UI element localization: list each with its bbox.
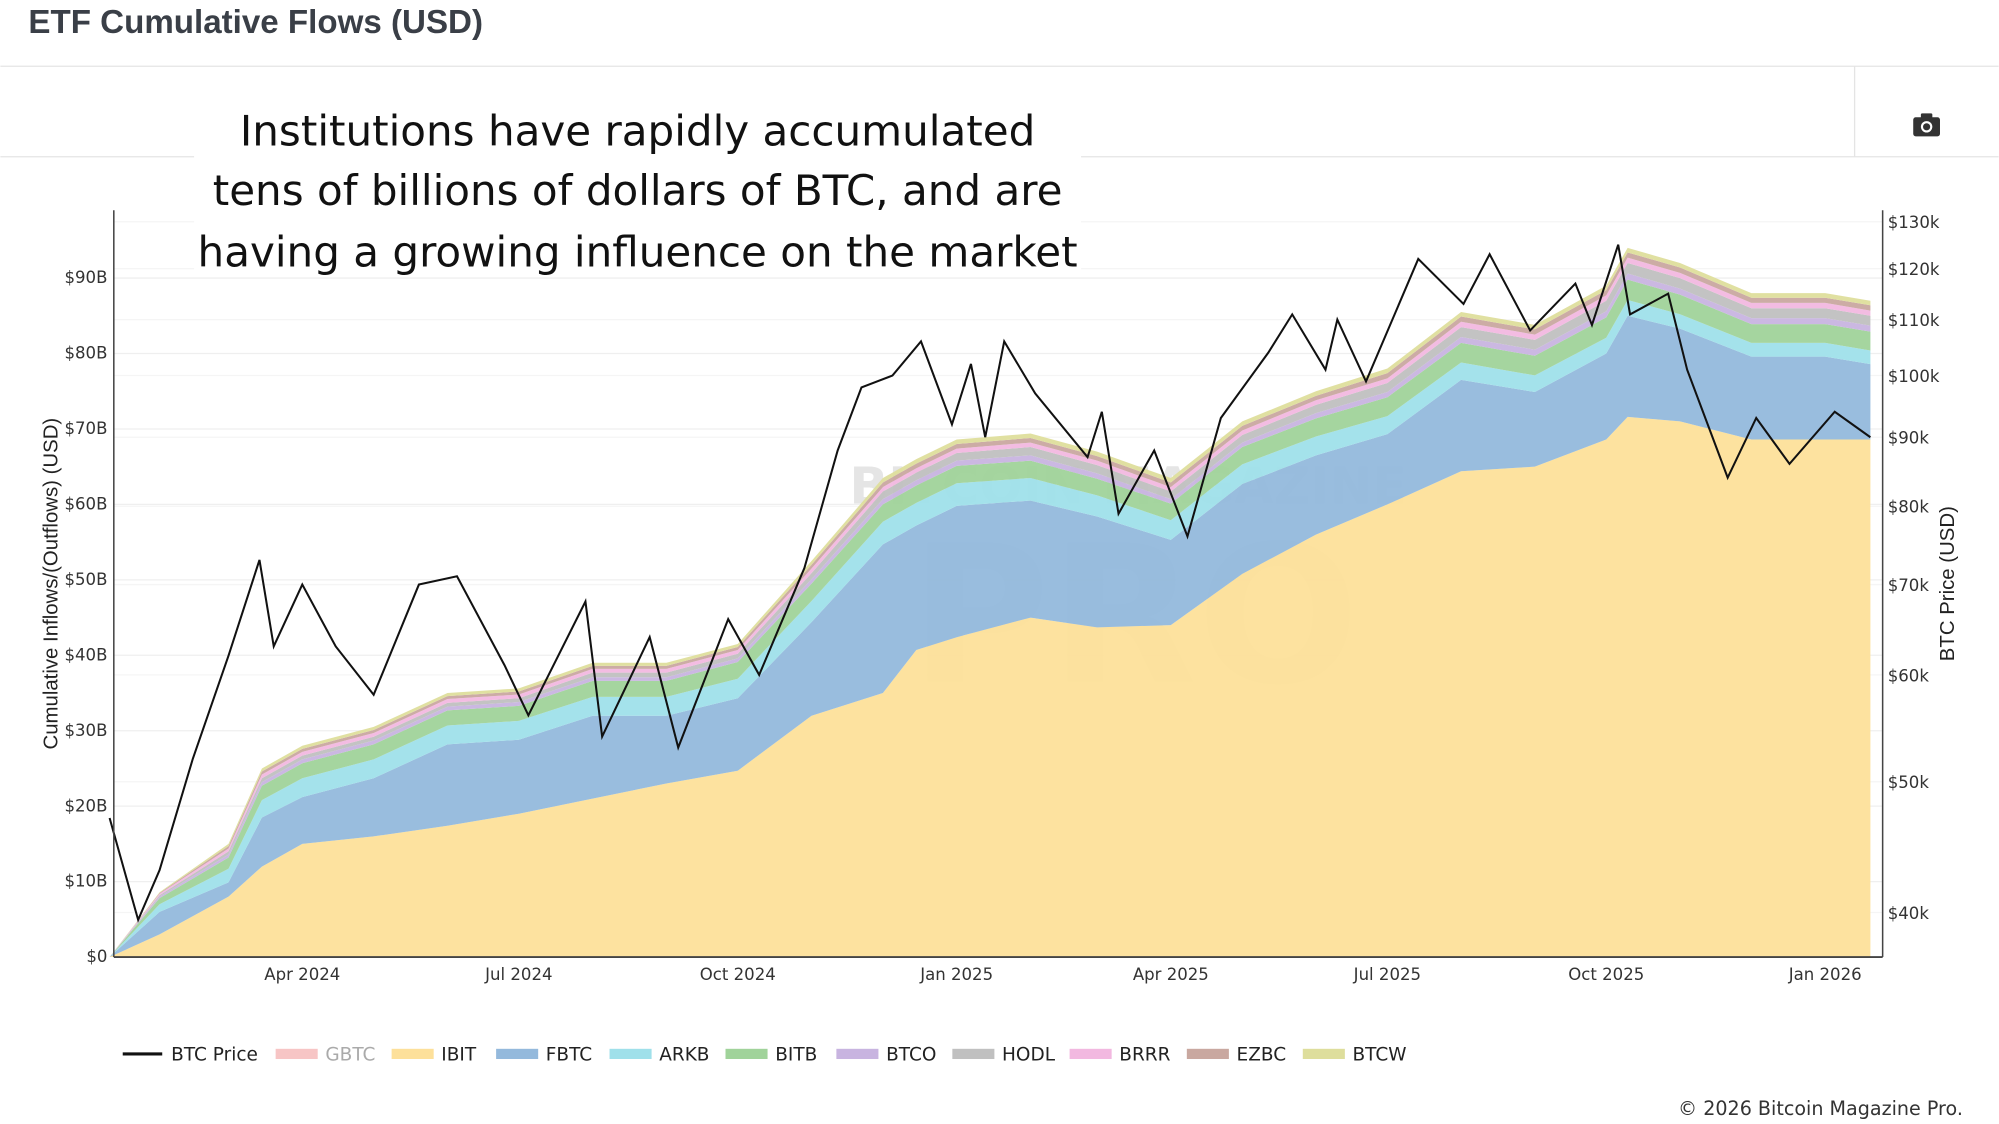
legend-item-brrr[interactable]: BRRR [1069, 1044, 1171, 1065]
annotation-line: tens of billions of dollars of BTC, and … [213, 166, 1063, 215]
copyright: © 2026 Bitcoin Magazine Pro. [1678, 1097, 1963, 1120]
legend-swatch [1069, 1048, 1112, 1060]
y-tick-label: $70B [64, 419, 107, 438]
y-tick-label: $0 [86, 947, 107, 966]
legend-label: FBTC [546, 1044, 592, 1065]
y-tick-label: $10B [64, 872, 107, 891]
legend-item-ibit[interactable]: IBIT [391, 1044, 477, 1065]
x-tick-label: Jul 2024 [484, 965, 552, 984]
y-tick-label: $40B [64, 645, 107, 664]
x-tick-label: Oct 2025 [1568, 965, 1644, 984]
legend-label: ARKB [659, 1044, 709, 1065]
legend-swatch [1302, 1048, 1345, 1060]
x-tick-label: Apr 2025 [1133, 965, 1209, 984]
y-tick-label: $90B [64, 268, 107, 287]
btc-price-line [108, 244, 1872, 923]
y2-tick-label: $120k [1888, 260, 1940, 279]
legend-item-bitb[interactable]: BITB [725, 1044, 818, 1065]
y2-tick-label: $130k [1888, 213, 1940, 232]
legend-item-hodl[interactable]: HODL [952, 1044, 1056, 1065]
y-tick-label: $30B [64, 721, 107, 740]
legend-label: HODL [1002, 1044, 1056, 1065]
legend-item-ezbc[interactable]: EZBC [1186, 1044, 1287, 1065]
y2-tick-label: $60k [1888, 666, 1930, 685]
legend-swatch [836, 1048, 879, 1060]
legend-label: GBTC [325, 1044, 375, 1065]
x-tick-label: Jan 2026 [1788, 965, 1862, 984]
legend-swatch [391, 1048, 434, 1060]
legend-swatch [952, 1048, 995, 1060]
legend-item-btc-price[interactable]: BTC Price [122, 1044, 258, 1065]
legend-label: BITB [775, 1044, 817, 1065]
legend-label: EZBC [1237, 1044, 1287, 1065]
legend-label: IBIT [441, 1044, 477, 1065]
legend-swatch [496, 1048, 539, 1060]
axis-ticks: $0 $10B $20B $30B $40B $50B $60B $70B $80B $90B $4… [64, 213, 1939, 984]
legend-item-gbtc[interactable]: GBTC [275, 1044, 376, 1065]
y2-tick-label: $80k [1888, 498, 1930, 517]
y2-tick-label: $50k [1888, 773, 1930, 792]
y-tick-label: $60B [64, 494, 107, 513]
x-tick-label: Oct 2024 [700, 965, 776, 984]
page-title: ETF Cumulative Flows (USD) [28, 4, 483, 41]
legend-swatch [275, 1048, 318, 1060]
area-fbtc [109, 315, 1871, 958]
camera-icon[interactable] [1913, 113, 1940, 137]
annotation-box: Institutions have rapidly accumulated te… [194, 91, 1082, 277]
y2-axis-title: BTC Price (USD) [1937, 506, 1959, 661]
legend: BTC Price GBTC IBIT FBTC ARKB BITB BTCO HODL BRR… [122, 1044, 1407, 1065]
legend-swatch [1186, 1048, 1229, 1060]
y2-tick-label: $70k [1888, 576, 1930, 595]
legend-item-arkb[interactable]: ARKB [609, 1044, 710, 1065]
legend-label: BTCO [886, 1044, 936, 1065]
legend-label: BTCW [1353, 1044, 1407, 1065]
legend-swatch [609, 1048, 652, 1060]
legend-item-btco[interactable]: BTCO [836, 1044, 936, 1065]
x-tick-label: Apr 2024 [264, 965, 340, 984]
y2-tick-label: $90k [1888, 429, 1930, 448]
legend-label: BRRR [1119, 1044, 1170, 1065]
area-ibit [109, 416, 1871, 958]
y-tick-label: $50B [64, 570, 107, 589]
legend-swatch [725, 1048, 768, 1060]
y-tick-label: $20B [64, 796, 107, 815]
legend-item-btcw[interactable]: BTCW [1302, 1044, 1407, 1065]
legend-item-fbtc[interactable]: FBTC [496, 1044, 592, 1065]
x-tick-label: Jul 2025 [1353, 965, 1421, 984]
y-tick-label: $80B [64, 344, 107, 363]
y2-tick-label: $100k [1888, 367, 1940, 386]
x-tick-label: Jan 2025 [919, 965, 993, 984]
y2-tick-label: $110k [1888, 311, 1940, 330]
legend-label: BTC Price [171, 1044, 258, 1065]
stacked-areas [109, 247, 1871, 958]
annotation-line: Institutions have rapidly accumulated [240, 106, 1035, 155]
annotation-line: having a growing influence on the market [198, 227, 1078, 276]
y-axis-title: Cumulative Inflows/(Outflows) (USD) [41, 418, 63, 750]
y2-tick-label: $40k [1888, 904, 1930, 923]
